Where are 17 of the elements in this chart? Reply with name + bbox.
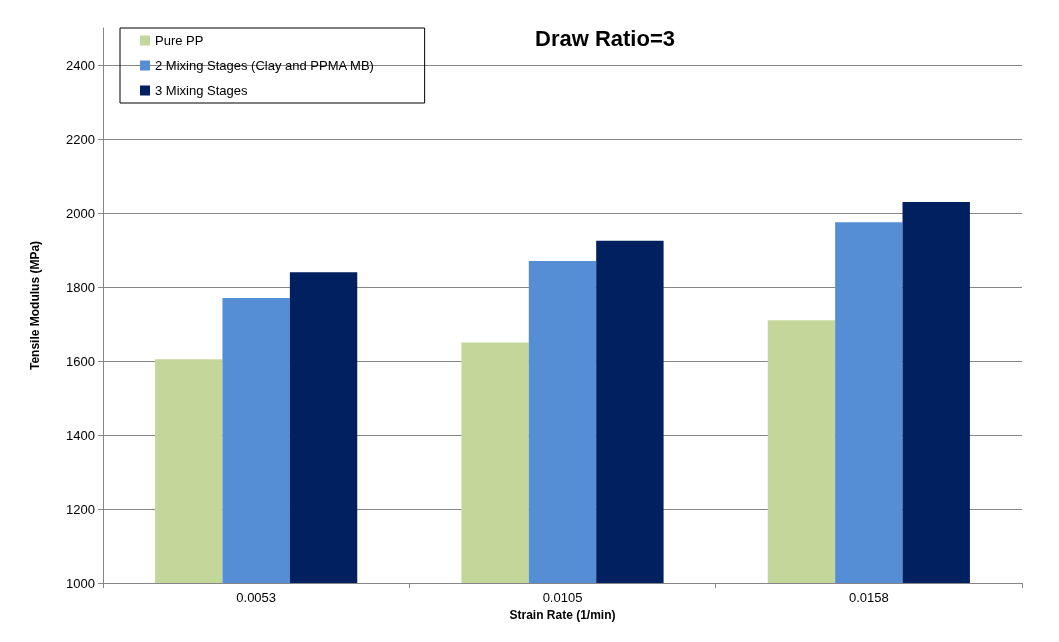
- legend-label: 3 Mixing Stages: [155, 83, 248, 98]
- y-tick-label: 2400: [66, 57, 95, 73]
- legend-label: Pure PP: [155, 33, 204, 48]
- y-tick-label: 2200: [66, 131, 95, 147]
- legend-label: 2 Mixing Stages (Clay and PPMA MB): [155, 58, 374, 73]
- chart-title: Draw Ratio=3: [535, 25, 675, 51]
- y-tick-label: 1400: [66, 427, 95, 443]
- y-tick-label: 1800: [66, 279, 95, 295]
- y-axis-title: Tensile Modulus (MPa): [28, 240, 42, 371]
- y-tick-label: 1000: [66, 575, 95, 591]
- y-tick-label: 1600: [66, 353, 95, 369]
- y-tick-label: 1200: [66, 501, 95, 517]
- x-axis-title: Strain Rate (1/min): [509, 607, 616, 622]
- x-tick-label: 0.0053: [236, 590, 277, 605]
- y-tick-label: 2000: [66, 205, 95, 221]
- x-tick-label: 0.0158: [848, 590, 889, 605]
- x-tick-label: 0.0105: [542, 590, 583, 605]
